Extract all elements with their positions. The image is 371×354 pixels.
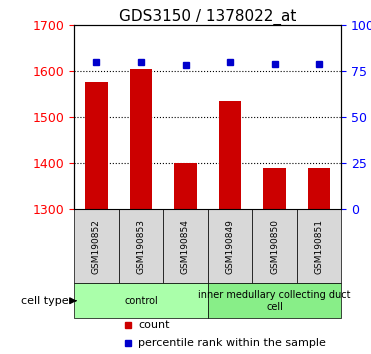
Bar [74, 283, 208, 318]
Bar [219, 101, 241, 210]
Bar [119, 210, 163, 283]
Bar [208, 283, 341, 318]
Bar [308, 168, 330, 210]
Bar [208, 210, 252, 283]
Text: count: count [138, 320, 170, 330]
Bar [85, 82, 108, 210]
Text: GSM190854: GSM190854 [181, 219, 190, 274]
Bar [297, 210, 341, 283]
Text: control: control [124, 296, 158, 306]
Bar [174, 163, 197, 210]
Bar [74, 210, 119, 283]
Text: GSM190853: GSM190853 [137, 219, 145, 274]
Bar [130, 69, 152, 210]
Text: GSM190849: GSM190849 [226, 219, 234, 274]
Title: GDS3150 / 1378022_at: GDS3150 / 1378022_at [119, 8, 296, 25]
Text: percentile rank within the sample: percentile rank within the sample [138, 338, 326, 348]
Bar [252, 210, 297, 283]
Text: GSM190852: GSM190852 [92, 219, 101, 274]
Bar [163, 210, 208, 283]
Text: GSM190851: GSM190851 [315, 219, 324, 274]
Text: inner medullary collecting duct
cell: inner medullary collecting duct cell [198, 290, 351, 312]
Bar [263, 168, 286, 210]
Text: cell type: cell type [21, 296, 69, 306]
Text: GSM190850: GSM190850 [270, 219, 279, 274]
